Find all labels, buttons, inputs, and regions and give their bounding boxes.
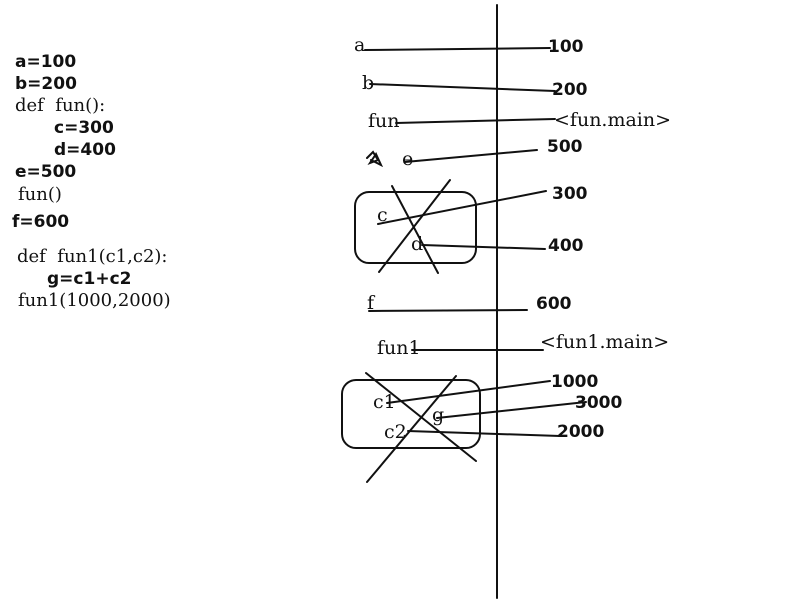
name-b: b bbox=[362, 72, 375, 94]
name-fun: fun bbox=[368, 110, 400, 132]
fun1-frame-box bbox=[341, 379, 481, 449]
code-line-def-fun1: def fun1(c1,c2): bbox=[17, 246, 168, 267]
value-500: 500 bbox=[547, 137, 583, 157]
code-line-f: f=600 bbox=[12, 212, 70, 232]
code-line-c: c=300 bbox=[54, 118, 114, 138]
link-a-100 bbox=[364, 47, 551, 51]
value-200: 200 bbox=[552, 80, 588, 100]
name-g: g bbox=[432, 404, 445, 426]
code-line-d: d=400 bbox=[54, 140, 116, 160]
link-c-300 bbox=[377, 190, 547, 225]
fun1-frame-cross-2 bbox=[366, 375, 457, 483]
value-600: 600 bbox=[536, 294, 572, 314]
name-e: e bbox=[402, 148, 414, 170]
value-400: 400 bbox=[548, 236, 584, 256]
code-line-call-fun1: fun1(1000,2000) bbox=[18, 290, 171, 311]
code-line-e: e=500 bbox=[15, 162, 77, 182]
link-f-600 bbox=[368, 309, 528, 312]
name-c2: c2 bbox=[384, 421, 407, 443]
value-300: 300 bbox=[552, 184, 588, 204]
link-c2-2000 bbox=[407, 430, 561, 437]
name-f: f bbox=[367, 292, 375, 314]
value-fun1-ref: <fun1.main> bbox=[540, 331, 670, 353]
link-e-500 bbox=[404, 149, 538, 163]
name-a: a bbox=[354, 34, 366, 56]
value-fun-ref: <fun.main> bbox=[554, 109, 672, 131]
link-g-3000 bbox=[436, 401, 587, 419]
name-fun1: fun1 bbox=[377, 337, 421, 359]
fun-frame-cross-1 bbox=[391, 185, 439, 274]
name-c1: c1 bbox=[373, 391, 396, 413]
value-3000: 3000 bbox=[575, 393, 623, 413]
code-line-def-fun: def fun(): bbox=[15, 95, 106, 116]
scribble-mark bbox=[366, 150, 384, 168]
code-line-b: b=200 bbox=[15, 74, 77, 94]
code-line-g: g=c1+c2 bbox=[47, 269, 132, 289]
name-c: c bbox=[377, 204, 388, 226]
link-c1-1000 bbox=[386, 380, 551, 404]
code-line-call-fun: fun() bbox=[18, 184, 62, 205]
name-d: d bbox=[411, 233, 424, 255]
link-fun-ref bbox=[395, 118, 556, 124]
value-100: 100 bbox=[548, 37, 584, 57]
link-d-400 bbox=[421, 244, 546, 250]
link-b-200 bbox=[369, 83, 556, 92]
value-1000: 1000 bbox=[551, 372, 599, 392]
fun-frame-cross-2 bbox=[378, 179, 451, 273]
code-line-a: a=100 bbox=[15, 52, 77, 72]
value-2000: 2000 bbox=[557, 422, 605, 442]
fun-frame-box bbox=[354, 191, 477, 264]
